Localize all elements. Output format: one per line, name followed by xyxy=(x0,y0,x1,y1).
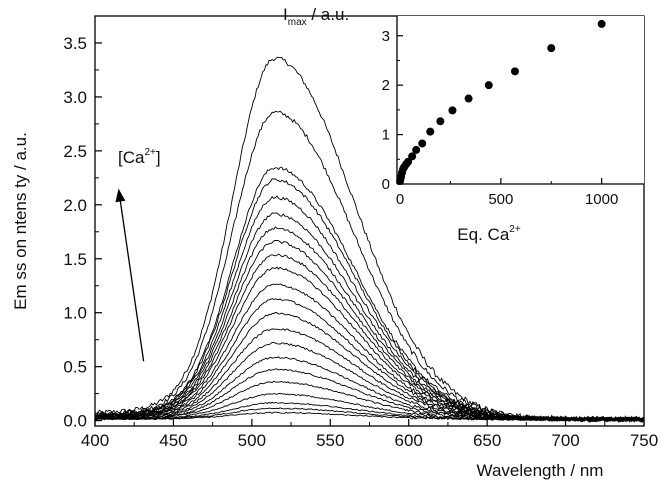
y-tick-label: 0.0 xyxy=(63,412,87,431)
inset-x-tick-label: 0 xyxy=(396,191,404,208)
inset-x-title-charge: 2+ xyxy=(509,224,521,235)
spectrum-curve-5 xyxy=(94,195,645,423)
arrowhead xyxy=(115,188,126,203)
inset-data-point xyxy=(408,152,417,161)
main-x-axis-title: Wavelength / nm xyxy=(477,461,604,480)
x-tick-label: 400 xyxy=(81,431,109,450)
inset-y-tick-label: 3 xyxy=(382,28,390,45)
inset-data-point xyxy=(597,19,606,28)
arrow xyxy=(119,201,145,362)
calcium-label: [Ca2+] xyxy=(118,147,161,167)
main-plot: 400 450 500 550 600 650 700 750 0.0 0.5 1.0 1.5 2.0… xyxy=(11,15,658,480)
spectrum-curve-18 xyxy=(94,380,645,422)
spectrum-curve-1 xyxy=(94,56,645,423)
x-tick-label: 600 xyxy=(395,431,423,450)
main-y-axis: 0.0 0.5 1.0 1.5 2.0 2.5 3.0 3.5 xyxy=(63,34,102,431)
y-tick-label: 2.5 xyxy=(63,142,87,161)
x-tick-label: 650 xyxy=(473,431,501,450)
calcium-label-prefix: [Ca xyxy=(118,148,145,167)
main-x-axis: 400 450 500 550 600 650 700 750 xyxy=(81,419,658,450)
inset-plot-background xyxy=(397,16,644,184)
y-tick-label: 3.5 xyxy=(63,34,87,53)
main-y-axis-title: Em ss on ntens ty / a.u. xyxy=(11,132,30,310)
inset-y-axis-title: Imax / a.u. xyxy=(283,5,349,28)
inset-x-axis-title: Eq. Ca2+ xyxy=(457,224,521,244)
inset-y-axis: 0 1 2 3 xyxy=(382,28,403,193)
x-tick-label: 450 xyxy=(159,431,187,450)
inset-y-title-suffix: / a.u. xyxy=(307,5,350,24)
inset-data-point xyxy=(436,117,445,126)
inset-data-point xyxy=(412,145,421,154)
y-tick-label: 2.0 xyxy=(63,196,87,215)
spectrum-curve-20 xyxy=(94,401,645,422)
inset-x-tick-label: 500 xyxy=(488,191,513,208)
y-tick-label: 0.5 xyxy=(63,358,87,377)
inset-x-tick-label: 1000 xyxy=(585,191,618,208)
spectrum-curve-22 xyxy=(94,411,645,422)
inset-y-tick-label: 2 xyxy=(382,77,390,94)
spectrum-curve-14 xyxy=(94,328,645,422)
inset-data-point xyxy=(418,139,427,148)
inset-data-point xyxy=(426,127,435,136)
inset-plot: 0 500 1000 0 1 2 3 Imax / a.u. Eq. Ca2+ xyxy=(283,5,644,244)
inset-data-point xyxy=(464,94,473,103)
inset-y-title-sub: max xyxy=(288,17,307,28)
inset-y-tick-label: 1 xyxy=(382,127,390,144)
calcium-label-suffix: ] xyxy=(156,148,161,167)
spectrum-curve-10 xyxy=(94,266,645,422)
inset-data-points xyxy=(396,19,606,186)
y-tick-label: 1.0 xyxy=(63,304,87,323)
inset-y-tick-label: 0 xyxy=(382,176,390,193)
x-tick-label: 750 xyxy=(630,431,658,450)
inset-x-title-prefix: Eq. Ca xyxy=(457,225,510,244)
spectrum-curve-7 xyxy=(94,226,645,423)
y-tick-label: 3.0 xyxy=(63,88,87,107)
spectra-curves xyxy=(94,56,645,423)
calcium-label-charge: 2+ xyxy=(144,147,156,158)
inset-x-axis: 0 500 1000 xyxy=(396,178,618,208)
inset-data-point xyxy=(448,106,457,115)
inset-data-point xyxy=(484,81,493,90)
x-tick-label: 550 xyxy=(316,431,344,450)
inset-data-point xyxy=(547,44,556,53)
y-tick-label: 1.5 xyxy=(63,250,87,269)
x-tick-label: 500 xyxy=(238,431,266,450)
spectrum-curve-3 xyxy=(94,166,645,423)
calcium-arrow-annotation: [Ca2+] xyxy=(115,147,161,362)
x-tick-label: 700 xyxy=(551,431,579,450)
inset-y-title-main: I xyxy=(283,5,288,24)
inset-data-point xyxy=(510,67,519,76)
spectrum-curve-8 xyxy=(94,239,645,422)
